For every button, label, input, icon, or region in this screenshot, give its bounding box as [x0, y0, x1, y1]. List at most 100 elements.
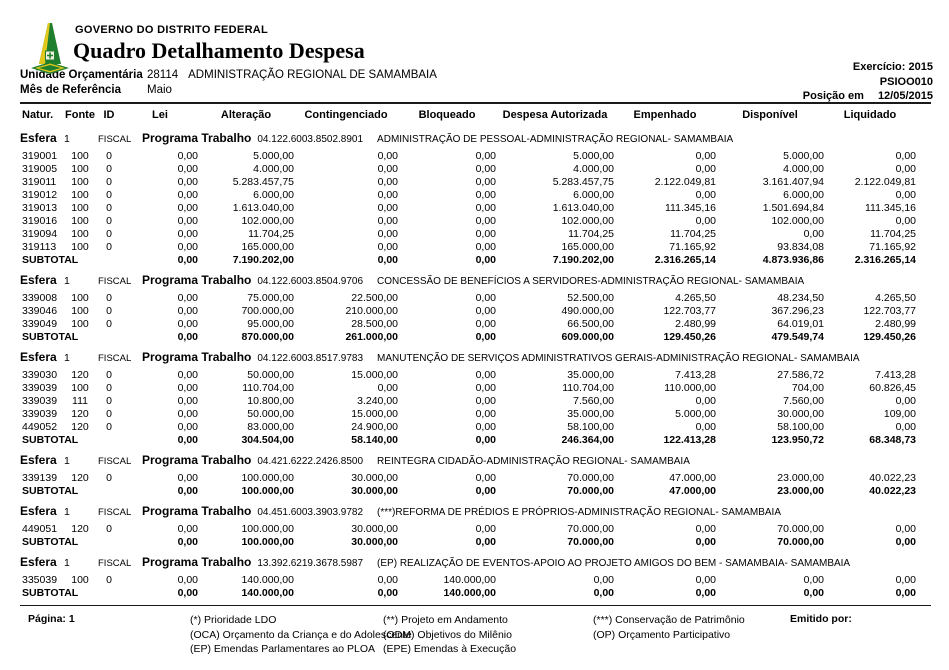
legend-item: (EP) Emendas Parlamentares ao PLOA	[190, 643, 376, 655]
section-header: Esfera 1 FISCAL Programa Trabalho 04.122.600…	[20, 350, 930, 366]
subtotal-cell: 70.000,00	[567, 485, 614, 497]
cell: 100	[71, 202, 89, 214]
programa-trabalho-label: Programa Trabalho	[142, 350, 252, 364]
cell: 0,00	[177, 189, 198, 201]
cell: 0,00	[177, 574, 198, 586]
subtotal-row: SUBTOTAL 0,00 7.190.202,00 0,00 0,00 7.190.20…	[20, 254, 930, 267]
cell: 100	[71, 241, 89, 253]
cell: 0,00	[695, 215, 716, 227]
table-row: 319005 100 0 0,00 4.000,00 0,00 0,00 4.000,00 0,…	[20, 163, 930, 176]
column-header-liquidado: Liquidado	[843, 109, 897, 121]
column-headers: Natur. Fonte ID Lei Alteração Contingenciado B…	[20, 104, 930, 125]
esfera-value: 1	[64, 506, 70, 518]
cell: 15.000,00	[351, 369, 398, 381]
cell: 4.265,50	[875, 292, 916, 304]
cell: 0	[106, 241, 112, 253]
cell: 0,00	[475, 176, 496, 188]
esfera-label: Esfera	[20, 131, 57, 145]
cell: 70.000,00	[777, 523, 824, 535]
cell: 490.000,00	[561, 305, 614, 317]
table-row: 339139 120 0 0,00 100.000,00 30.000,00 0,00 70.…	[20, 472, 930, 485]
cell: 2.122.049,81	[854, 176, 916, 188]
cell: 0,00	[895, 523, 916, 535]
cell: 0,00	[475, 150, 496, 162]
cell: 0,00	[177, 292, 198, 304]
subtotal-cell: 70.000,00	[777, 536, 824, 548]
cell: 11.704,25	[670, 228, 716, 240]
cell: 0,00	[177, 150, 198, 162]
column-header-altera-o: Alteração	[220, 109, 272, 121]
legend-item: (**) Projeto em Andamento	[383, 614, 508, 626]
cell: 0,00	[593, 574, 614, 586]
cell: 0	[106, 408, 112, 420]
cell: 0,00	[895, 189, 916, 201]
cell: 0	[106, 472, 112, 484]
report-title: Quadro Detalhamento Despesa	[73, 38, 365, 63]
cell: 100	[71, 189, 89, 201]
cell: 0,00	[475, 369, 496, 381]
subtotal-cell: 0,00	[475, 331, 496, 343]
subtotal-cell: 246.364,00	[561, 434, 614, 446]
legend-column-1: (*) Prioridade LDO (OCA) Orçamento da Cri…	[190, 613, 412, 657]
cell: 0,00	[695, 395, 716, 407]
legend-item: (*) Prioridade LDO	[190, 614, 277, 626]
cell: 0,00	[177, 408, 198, 420]
table-row: 339030 120 0 0,00 50.000,00 15.000,00 0,00 35.0…	[20, 369, 930, 382]
cell: 110.704,00	[242, 382, 294, 394]
column-header-lei: Lei	[152, 109, 168, 121]
column-header-contingenciado: Contingenciado	[304, 109, 388, 121]
cell: 11.704,25	[248, 228, 294, 240]
cell: 2.122.049,81	[654, 176, 716, 188]
subtotal-cell: 0,00	[377, 587, 398, 599]
subtotal-cell: 7.190.202,00	[232, 254, 294, 266]
cell: 100	[71, 292, 89, 304]
cell: 0,00	[377, 202, 398, 214]
exercicio-label: Exercício:	[852, 61, 906, 73]
column-header-empenhado: Empenhado	[633, 109, 697, 121]
cell: 319016	[22, 215, 58, 227]
cell: 23.000,00	[777, 472, 824, 484]
mes-referencia-row: Mês de Referência Maio	[20, 83, 929, 98]
cell: 0,00	[695, 574, 716, 586]
cell: 100.000,00	[241, 523, 294, 535]
cell: 0,00	[475, 408, 496, 420]
subtotal-cell: 40.022,23	[869, 485, 916, 497]
esfera-tipo: FISCAL	[98, 276, 132, 287]
exercicio-value: 2015	[908, 61, 933, 73]
subtotal-cell: 2.316.265,14	[854, 254, 916, 266]
programa-codigo: 04.451.6003.3903.9782	[257, 507, 364, 518]
cell: 0,00	[895, 574, 916, 586]
cell: 367.296,23	[771, 305, 824, 317]
subtotal-row: SUBTOTAL 0,00 100.000,00 30.000,00 0,00 70.00…	[20, 485, 930, 498]
cell: 319011	[22, 176, 57, 188]
government-name: GOVERNO DO DISTRITO FEDERAL	[75, 24, 269, 36]
esfera-tipo: FISCAL	[98, 456, 132, 467]
cell: 28.500,00	[351, 318, 398, 330]
cell: 0,00	[475, 292, 496, 304]
emitido-por-label: Emitido por:	[790, 613, 852, 625]
cell: 0	[106, 318, 112, 330]
cell: 95.000,00	[247, 318, 294, 330]
subtotal-cell: 0,00	[475, 485, 496, 497]
subtotal-row: SUBTOTAL 0,00 870.000,00 261.000,00 0,00 609.…	[20, 331, 930, 344]
cell: 2.480,99	[675, 318, 716, 330]
cell: 0,00	[895, 395, 916, 407]
subtotal-row: SUBTOTAL 0,00 304.504,00 58.140,00 0,00 246.3…	[20, 434, 930, 447]
table-row: 335039 100 0 0,00 140.000,00 0,00 140.000,00 0,…	[20, 574, 930, 587]
cell: 4.000,00	[253, 163, 294, 175]
cell: 6.000,00	[253, 189, 294, 201]
legend-item: (ODM) Objetivos do Milênio	[383, 628, 512, 641]
cell: 100	[71, 305, 89, 317]
footer-divider	[20, 605, 931, 606]
subtotal-cell: 0,00	[803, 587, 824, 599]
subtotal-cell: 23.000,00	[777, 485, 824, 497]
cell: 0,00	[177, 318, 198, 330]
subtotal-cell: 4.873.936,86	[762, 254, 824, 266]
subtotal-cell: 0,00	[177, 587, 198, 599]
cell: 1.613.040,00	[232, 202, 294, 214]
mes-value: Maio	[147, 84, 172, 96]
programa-codigo: 04.122.6003.8517.9783	[257, 353, 364, 364]
esfera-value: 1	[64, 557, 70, 569]
cell: 339008	[22, 292, 58, 304]
